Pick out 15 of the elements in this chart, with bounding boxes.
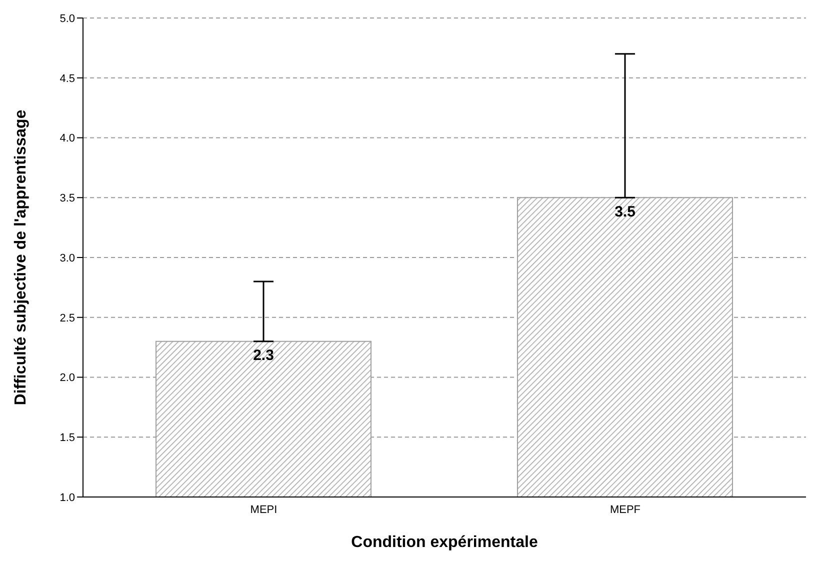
y-tick-label: 5.0 (60, 12, 75, 25)
y-tick-label: 3.0 (60, 252, 75, 264)
x-tick-label: MEPI (250, 504, 278, 516)
y-tick-label: 4.5 (60, 72, 75, 85)
data-label: 3.5 (614, 203, 636, 220)
y-tick-label: 3.5 (60, 192, 75, 205)
y-tick-label: 1.0 (60, 492, 75, 504)
y-tick-label: 2.5 (60, 312, 75, 324)
x-axis-title: Condition expérimentale (351, 534, 538, 551)
y-tick-label: 1.5 (60, 432, 75, 444)
data-label: 2.3 (253, 346, 274, 364)
y-tick-label: 4.0 (60, 132, 75, 145)
y-axis-title: Difficulté subjective de l'apprentissage (12, 110, 30, 406)
y-tick-label: 2.0 (60, 372, 75, 384)
x-tick-label: MEPF (610, 504, 641, 516)
